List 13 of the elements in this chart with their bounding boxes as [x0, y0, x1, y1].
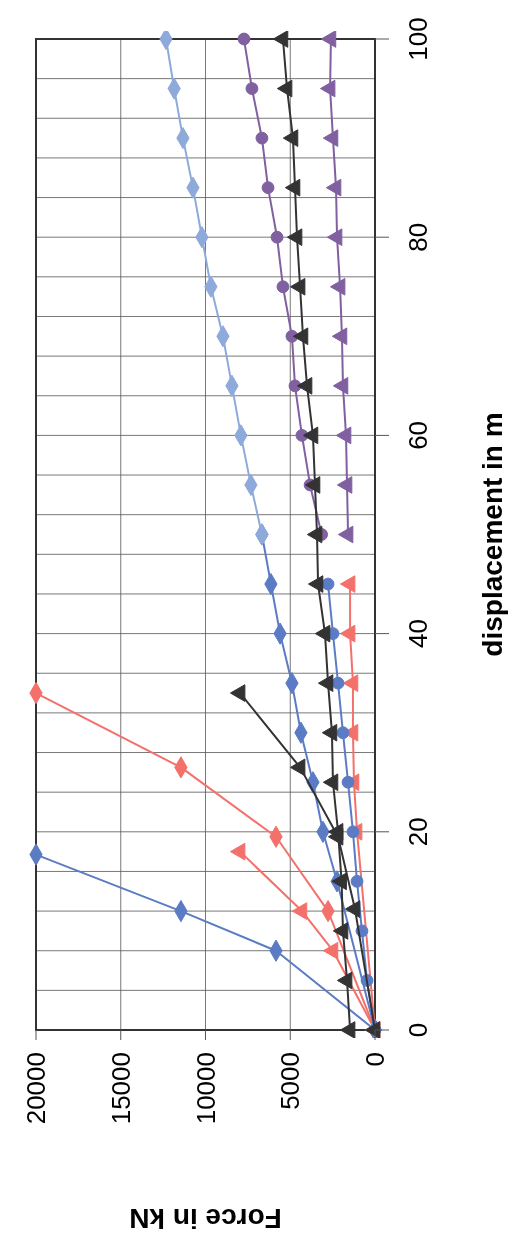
y-tick-label: 60	[403, 420, 433, 450]
x-tick-label: 10000	[190, 1052, 221, 1125]
y-axis-title: displacement in m	[477, 412, 508, 657]
y-tick-label: 0	[403, 1022, 433, 1038]
x-tick-label: 20000	[21, 1052, 52, 1125]
y-tick-label: 100	[403, 17, 433, 61]
y-tick-label: 80	[403, 222, 433, 252]
x-tick-label: 5000	[275, 1052, 306, 1110]
x-tick-label: 0	[360, 1052, 391, 1067]
x-tick-label: 15000	[105, 1052, 136, 1125]
y-tick-label: 40	[403, 619, 433, 649]
x-axis-title: Force in kN	[129, 1203, 282, 1234]
y-tick-label: 20	[403, 817, 433, 847]
